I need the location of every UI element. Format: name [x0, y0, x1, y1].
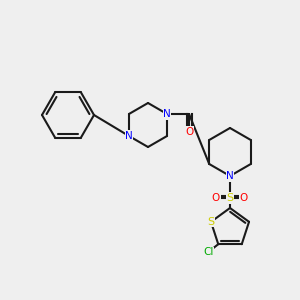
- Text: O: O: [185, 127, 193, 137]
- Text: O: O: [212, 193, 220, 203]
- Text: O: O: [240, 193, 248, 203]
- Text: Cl: Cl: [203, 247, 213, 257]
- Text: N: N: [163, 109, 171, 119]
- Text: S: S: [226, 193, 234, 203]
- Text: N: N: [226, 171, 234, 181]
- Text: N: N: [125, 131, 133, 141]
- Text: S: S: [207, 217, 214, 227]
